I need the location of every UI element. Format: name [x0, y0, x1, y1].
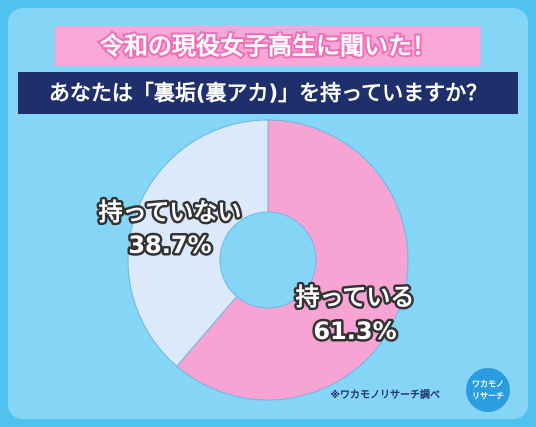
logo-text: リサーチ: [472, 392, 504, 401]
slice-label: 持っていない: [99, 198, 242, 226]
value-label: 38.7%: [128, 231, 211, 259]
donut-slice: [127, 119, 269, 367]
logo-text: ワカモノ: [472, 380, 504, 389]
subtitle-band: [18, 72, 518, 114]
value-label: 61.3%: [313, 317, 396, 345]
donut-slice: [176, 119, 409, 401]
chart-title: 令和の現役女子高生に聞いた！: [100, 32, 436, 60]
donut: 持っている 61.3% 持っていない 38.7%: [96, 119, 417, 401]
subtitle: あなたは「裏垢(裏アカ)」を持っていますか？: [49, 81, 487, 105]
slice-label: 持っている: [296, 283, 415, 311]
source-note: ※ワカモノリサーチ調べ: [330, 388, 440, 401]
logo-badge: [466, 368, 510, 412]
title-band: [55, 26, 481, 66]
